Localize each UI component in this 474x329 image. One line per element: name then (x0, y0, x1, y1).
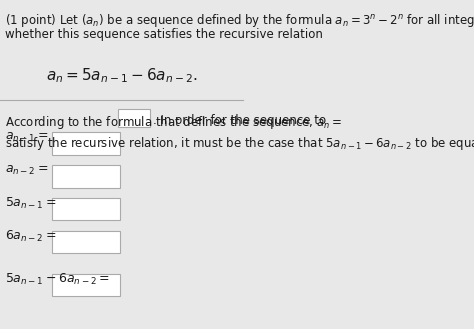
Text: $a_{n-1} = $: $a_{n-1} = $ (5, 131, 48, 144)
Text: whether this sequence satisfies the recursive relation: whether this sequence satisfies the recu… (5, 28, 323, 41)
Text: According to the formula that defines the sequence, $a_n = $: According to the formula that defines th… (5, 114, 342, 131)
Text: (1 point) Let $(a_n)$ be a sequence defined by the formula $a_n = 3^n - 2^n$ for: (1 point) Let $(a_n)$ be a sequence defi… (5, 12, 474, 29)
Text: . In order for the sequence to: . In order for the sequence to (153, 114, 326, 127)
Text: $a_n = 5a_{n-1} - 6a_{n-2}.$: $a_n = 5a_{n-1} - 6a_{n-2}.$ (46, 66, 197, 85)
Text: $a_{n-2} = $: $a_{n-2} = $ (5, 164, 48, 177)
Text: $6a_{n-2} = $: $6a_{n-2} = $ (5, 229, 56, 244)
FancyBboxPatch shape (118, 109, 150, 127)
Text: satisfy the recursive relation, it must be the case that $5a_{n-1} - 6a_{n-2}$ t: satisfy the recursive relation, it must … (5, 135, 474, 152)
Text: $5a_{n-1} - 6a_{n-2} = $: $5a_{n-1} - 6a_{n-2} = $ (5, 272, 109, 287)
FancyBboxPatch shape (52, 274, 120, 296)
FancyBboxPatch shape (52, 165, 120, 188)
FancyBboxPatch shape (52, 132, 120, 155)
Text: $5a_{n-1} = $: $5a_{n-1} = $ (5, 196, 56, 211)
FancyBboxPatch shape (52, 198, 120, 220)
FancyBboxPatch shape (52, 231, 120, 253)
